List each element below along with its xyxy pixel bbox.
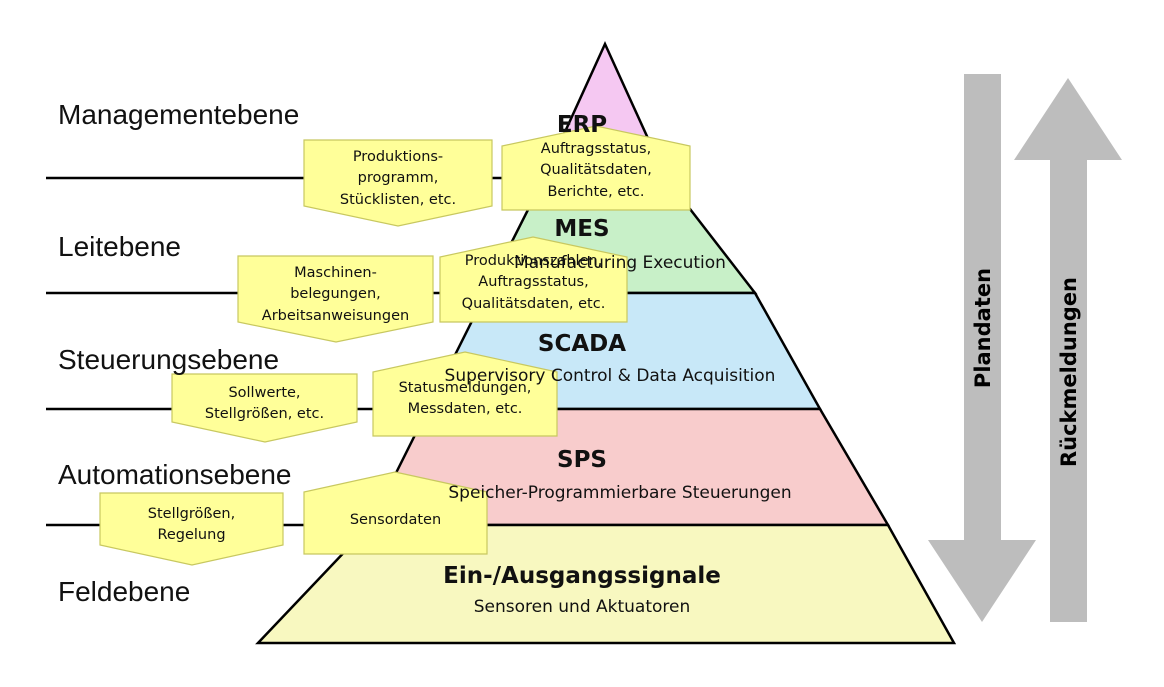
mes-subtitle: Manufacturing Execution	[514, 253, 726, 273]
plandaten-arrow	[928, 74, 1036, 622]
rueckmeldungen-label: Rückmeldungen	[1049, 272, 1089, 472]
callout-shape-down4	[99, 492, 284, 566]
callout-shape-up3	[372, 351, 558, 437]
callout-shape-down2	[237, 255, 434, 343]
scada-title: SCADA	[537, 331, 627, 357]
mes-title: MES	[554, 216, 610, 242]
level-label-automation: Automationsebene	[58, 459, 292, 490]
rueckmeldungen-label-text: Rückmeldungen	[1057, 276, 1082, 468]
callout-shape-up2	[439, 236, 628, 323]
level-label-leit: Leitebene	[58, 231, 182, 262]
scada-subtitle: Supervisory Control & Data Acquisition	[444, 366, 776, 386]
callout-shape-up4	[303, 471, 488, 555]
plandaten-label-text: Plandaten	[971, 267, 995, 389]
io-subtitle: Sensoren und Aktuatoren	[473, 597, 691, 617]
sps-title: SPS	[557, 447, 607, 473]
callout-shape-up1	[501, 125, 691, 211]
level-label-management: Managementebene	[58, 99, 300, 130]
level-label-steuerung: Steuerungsebene	[58, 344, 280, 375]
callout-shape-down1	[303, 139, 493, 227]
callout-shape-down3	[171, 373, 358, 443]
level-label-feld: Feldebene	[58, 576, 191, 607]
sps-subtitle: Speicher-Programmierbare Steuerungen	[448, 483, 792, 503]
erp-title: ERP	[556, 112, 608, 138]
rueckmeldungen-arrow	[1014, 78, 1122, 622]
io-title: Ein-/Ausgangssignale	[443, 563, 721, 589]
plandaten-label: Plandaten	[963, 228, 1003, 428]
